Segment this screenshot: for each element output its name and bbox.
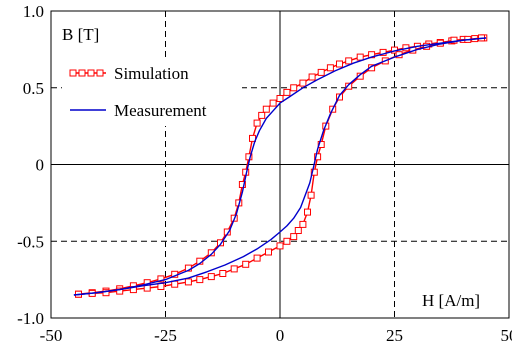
simulation-point [356, 72, 364, 80]
simulation-point [345, 82, 353, 90]
simulation-point [310, 168, 318, 176]
simulation-point [276, 95, 284, 102]
simulation-point [314, 153, 322, 161]
simulation-point [207, 273, 215, 281]
simulation-point [379, 48, 387, 56]
simulation-point [184, 278, 192, 286]
simulation-point [290, 233, 298, 241]
simulation-point [308, 73, 316, 81]
x-tick-label: 0 [276, 326, 285, 344]
x-tick-label: -25 [154, 326, 177, 344]
simulation-point [253, 119, 261, 127]
xlabel-backdrop [415, 288, 505, 314]
simulation-point [290, 84, 298, 92]
simulation-point [317, 68, 325, 76]
simulation-point [102, 289, 110, 297]
simulation-point [294, 227, 302, 234]
simulation-point [317, 141, 325, 148]
simulation-point [242, 260, 250, 268]
simulation-point [336, 60, 343, 68]
legend-label-simulation: Simulation [114, 64, 189, 83]
simulation-point [283, 237, 291, 245]
simulation-point [269, 99, 277, 107]
y-tick-label: 1.0 [23, 2, 44, 21]
legend-marker-simulation [96, 69, 104, 77]
plot-frame [50, 10, 510, 319]
simulation-point [283, 88, 291, 96]
legend-item-measurement: Measurement [70, 101, 207, 120]
simulation-point [116, 287, 124, 295]
simulation-point [276, 242, 284, 250]
simulation-point [345, 57, 353, 65]
y-tick-label: 0 [36, 156, 45, 175]
legend-marker-simulation [69, 69, 77, 77]
x-tick-label: 25 [386, 326, 403, 344]
y-tick-label: 0.5 [23, 79, 44, 98]
simulation-point [171, 280, 179, 288]
simulation-point [230, 265, 238, 273]
legend-item-simulation: Simulation [69, 64, 189, 83]
simulation-point [238, 181, 246, 188]
x-axis-label: H [A/m] [422, 291, 480, 310]
y-tick-labels: 1.0 0.5 0 -0.5 -1.0 [17, 2, 44, 328]
y-tick-label: -0.5 [17, 232, 44, 251]
ylabel-backdrop [54, 20, 110, 46]
measurement-branch-line [73, 37, 487, 296]
simulation-point [219, 270, 227, 277]
y-axis-label: B [T] [62, 25, 99, 44]
x-tick-label: -50 [40, 326, 63, 344]
legend-backdrop [62, 58, 242, 126]
simulation-point [299, 220, 307, 228]
simulation-point [307, 191, 315, 199]
legend-label-measurement: Measurement [114, 101, 207, 120]
simulation-point [196, 276, 204, 284]
simulation-point [262, 105, 270, 113]
series-measurement [73, 37, 487, 296]
simulation-point [157, 275, 165, 283]
simulation-point [336, 93, 343, 101]
legend-marker-simulation [78, 69, 86, 77]
simulation-point [326, 64, 334, 72]
simulation-point [207, 249, 215, 257]
simulation-point [253, 254, 261, 262]
measurement-branch-line [73, 37, 487, 296]
simulation-point [258, 111, 266, 119]
simulation-point [356, 53, 364, 61]
simulation-point [265, 248, 272, 256]
grid-lines [51, 11, 509, 318]
simulation-point [157, 283, 165, 290]
x-tick-labels: -50 -25 0 25 50 [40, 326, 512, 344]
simulation-point [299, 79, 307, 87]
legend: Simulation Measurement [62, 58, 242, 126]
simulation-point [450, 36, 458, 44]
y-tick-label: -1.0 [17, 309, 44, 328]
simulation-point [304, 208, 311, 216]
legend-marker-simulation [87, 69, 95, 77]
simulation-point [217, 239, 224, 247]
x-tick-label: 50 [501, 326, 512, 344]
